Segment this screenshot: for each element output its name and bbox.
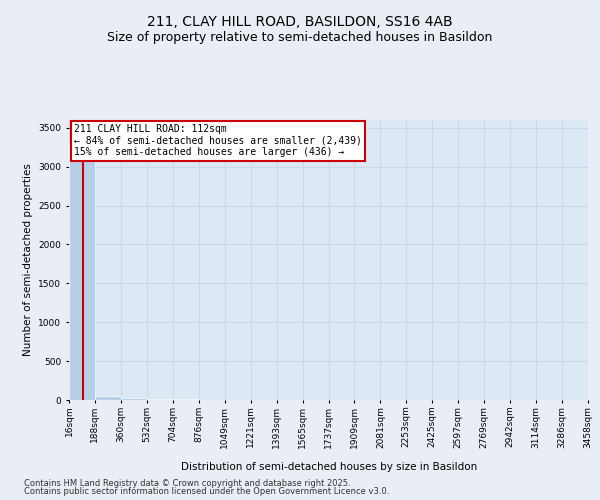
Text: Size of property relative to semi-detached houses in Basildon: Size of property relative to semi-detach… <box>107 31 493 44</box>
Text: 211, CLAY HILL ROAD, BASILDON, SS16 4AB: 211, CLAY HILL ROAD, BASILDON, SS16 4AB <box>147 16 453 30</box>
Text: Contains public sector information licensed under the Open Government Licence v3: Contains public sector information licen… <box>24 488 389 496</box>
Bar <box>95 396 121 400</box>
Text: Contains HM Land Registry data © Crown copyright and database right 2025.: Contains HM Land Registry data © Crown c… <box>24 480 350 488</box>
Bar <box>69 144 95 400</box>
Bar <box>121 398 147 400</box>
Text: 211 CLAY HILL ROAD: 112sqm
← 84% of semi-detached houses are smaller (2,439)
15%: 211 CLAY HILL ROAD: 112sqm ← 84% of semi… <box>74 124 362 158</box>
Text: Distribution of semi-detached houses by size in Basildon: Distribution of semi-detached houses by … <box>181 462 477 472</box>
Y-axis label: Number of semi-detached properties: Number of semi-detached properties <box>23 164 33 356</box>
Bar <box>147 399 173 400</box>
